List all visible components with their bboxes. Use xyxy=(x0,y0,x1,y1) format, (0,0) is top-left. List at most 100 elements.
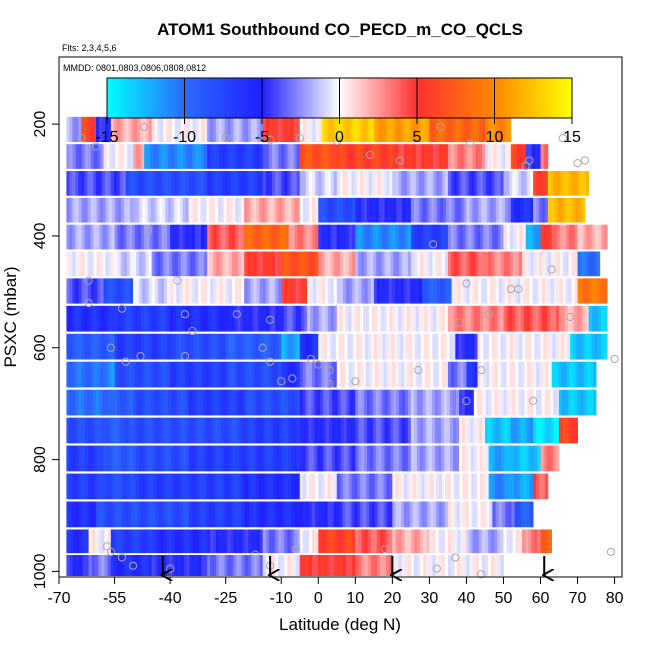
heatmap-cell xyxy=(162,445,166,472)
heatmap-cell xyxy=(94,445,98,472)
heatmap-cell xyxy=(131,116,135,143)
heatmap-cell xyxy=(110,389,115,416)
heatmap-cell xyxy=(319,305,323,332)
heatmap-cell xyxy=(119,417,123,444)
heatmap-cell xyxy=(261,389,266,416)
heatmap-cell xyxy=(430,473,434,500)
heatmap-cell xyxy=(285,501,289,528)
heatmap-cell xyxy=(471,473,475,500)
heatmap-cell xyxy=(533,171,537,196)
heatmap-cell xyxy=(290,251,294,277)
heatmap-cell xyxy=(230,144,234,169)
sample-point xyxy=(525,156,534,165)
heatmap-cell xyxy=(228,251,233,277)
heatmap-cell xyxy=(256,555,261,576)
heatmap-cell xyxy=(551,361,555,388)
heatmap-cell xyxy=(153,144,157,169)
heatmap-cell xyxy=(163,116,167,143)
heatmap-cell xyxy=(559,389,563,416)
heatmap-cell xyxy=(461,116,465,143)
heatmap-cell xyxy=(478,144,483,169)
heatmap-cell xyxy=(168,197,172,223)
heatmap-cell xyxy=(580,224,584,250)
heatmap-cell xyxy=(450,224,455,250)
heatmap-cell xyxy=(66,116,70,143)
heatmap-cell xyxy=(453,224,458,250)
heatmap-cell xyxy=(526,197,531,223)
heatmap-cell xyxy=(262,555,267,576)
heatmap-cell xyxy=(69,305,73,332)
heatmap-cell xyxy=(494,389,498,416)
heatmap-cell xyxy=(337,116,341,143)
heatmap-cell xyxy=(571,389,575,416)
heatmap-cell xyxy=(215,555,220,576)
heatmap-cell xyxy=(312,473,316,500)
heatmap-cell xyxy=(378,197,383,223)
heatmap-cell xyxy=(354,501,358,528)
heatmap-cell xyxy=(468,333,472,360)
heatmap-cell xyxy=(413,251,418,277)
heatmap-cell xyxy=(288,445,292,472)
heatmap-cell xyxy=(282,224,287,250)
heatmap-cell xyxy=(270,197,274,223)
heatmap-cell xyxy=(354,171,358,196)
heatmap-cell xyxy=(320,417,324,444)
heatmap-cell xyxy=(176,473,181,500)
heatmap-cell xyxy=(141,389,146,416)
heatmap-cell xyxy=(170,417,175,444)
heatmap-cell xyxy=(546,224,550,250)
heatmap-cell xyxy=(472,278,476,304)
heatmap-cell xyxy=(415,144,420,169)
heatmap-cell xyxy=(183,171,187,196)
heatmap-cell xyxy=(150,445,154,472)
heatmap-cell xyxy=(489,361,493,388)
heatmap-cell xyxy=(189,171,193,196)
heatmap-cell xyxy=(496,144,500,169)
heatmap-cell xyxy=(501,445,505,472)
heatmap-cell xyxy=(214,445,219,472)
heatmap-cell xyxy=(441,529,446,554)
heatmap-cell xyxy=(273,197,277,223)
heatmap-cell xyxy=(257,305,262,332)
heatmap-cell xyxy=(207,144,211,169)
heatmap-cell xyxy=(247,251,251,277)
heatmap-cell xyxy=(342,197,347,223)
heatmap-cell xyxy=(493,417,497,444)
heatmap-cell xyxy=(142,529,147,554)
heatmap-cell xyxy=(91,144,95,169)
heatmap-cell xyxy=(361,389,365,416)
heatmap-cell xyxy=(278,529,282,554)
heatmap-cell xyxy=(270,501,274,528)
heatmap-cell xyxy=(122,555,126,576)
heatmap-cell xyxy=(544,144,549,169)
heatmap-cell xyxy=(179,473,184,500)
heatmap-cell xyxy=(398,501,402,528)
heatmap-cell xyxy=(197,501,201,528)
heatmap-cell xyxy=(488,445,493,472)
heatmap-cell xyxy=(543,224,547,250)
heatmap-cell xyxy=(114,361,118,388)
heatmap-cell xyxy=(553,171,558,196)
heatmap-cell xyxy=(299,555,304,576)
heatmap-cell xyxy=(544,171,549,196)
heatmap-cell xyxy=(207,116,211,143)
heatmap-cell xyxy=(485,171,490,196)
heatmap-cell xyxy=(161,417,166,444)
heatmap-cell xyxy=(367,197,371,223)
heatmap-cell xyxy=(402,389,406,416)
heatmap-cell xyxy=(69,171,73,196)
heatmap-cell xyxy=(235,389,239,416)
heatmap-cell xyxy=(133,473,137,500)
heatmap-cell xyxy=(562,171,566,196)
heatmap-cell xyxy=(511,501,515,528)
heatmap-cell xyxy=(557,197,561,223)
heatmap-cell xyxy=(132,361,136,388)
heatmap-cell xyxy=(265,278,270,304)
heatmap-cell xyxy=(147,144,151,169)
heatmap-cell xyxy=(381,251,385,277)
heatmap-cell xyxy=(597,305,602,332)
heatmap-cell xyxy=(253,171,258,196)
heatmap-cell xyxy=(512,389,516,416)
heatmap-cell xyxy=(182,417,187,444)
heatmap-cell xyxy=(276,197,280,223)
